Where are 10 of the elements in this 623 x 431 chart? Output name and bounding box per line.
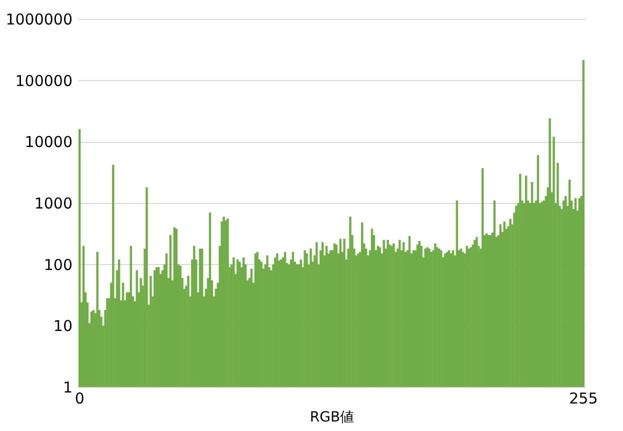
- x-axis-title: RGB値: [310, 410, 354, 426]
- y-tick-label: 100: [44, 256, 72, 274]
- y-tick-label: 10000: [24, 133, 72, 152]
- y-tick-label: 100000: [15, 72, 72, 90]
- y-tick-label: 1000: [34, 194, 72, 212]
- y-tick-label: 1: [62, 378, 72, 396]
- y-tick-label: 1000000: [6, 10, 72, 28]
- y-tick-label: 10: [53, 317, 72, 336]
- x-tick-label: 255: [569, 390, 598, 408]
- x-tick-label: 0: [74, 390, 84, 408]
